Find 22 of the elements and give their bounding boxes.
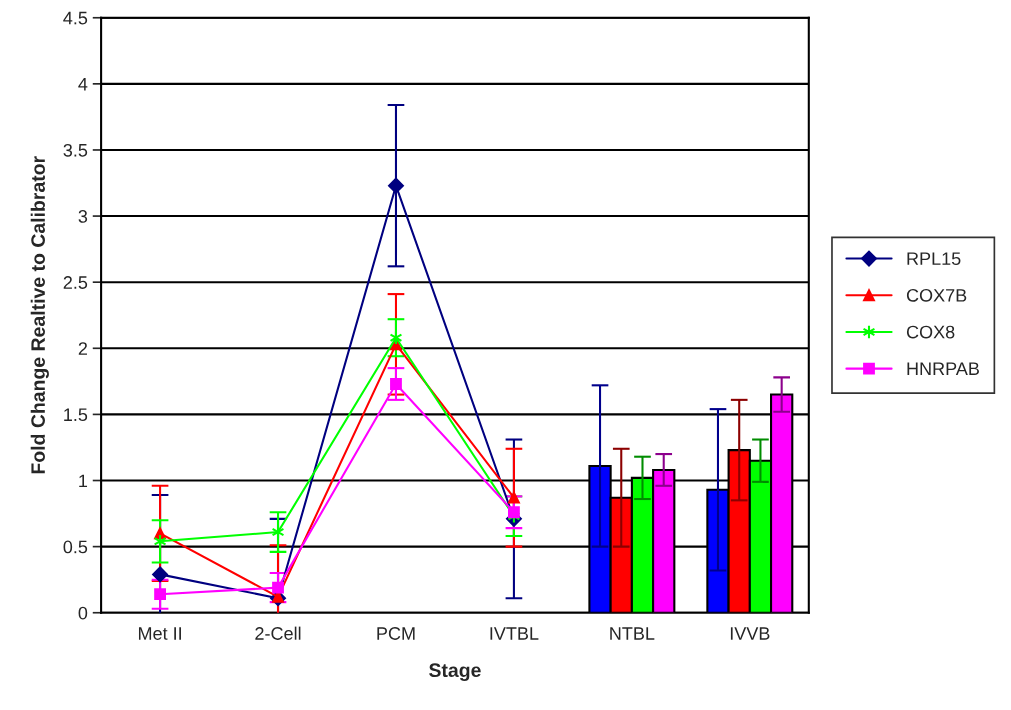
legend-label: COX7B [906, 288, 967, 302]
x-tick-label: Met II [138, 627, 181, 640]
x-tick-label: IVTBL [490, 627, 539, 640]
y-tick-label: 4 [78, 77, 88, 91]
x-axis-title: Stage [429, 663, 481, 682]
legend-label: HNRPAB [907, 362, 979, 375]
y-tick-label: 2 [78, 342, 87, 355]
y-tick-label: 3.5 [63, 143, 88, 157]
x-tick-label: NTBL [610, 627, 655, 640]
y-tick-label: 4.5 [63, 11, 88, 25]
y-axis-title: Fold Change Realtive to Calibrator [30, 156, 49, 474]
y-tick-label: 2.5 [63, 276, 88, 289]
y-tick-label: 0 [78, 606, 88, 620]
legend-label: COX8 [906, 325, 955, 339]
y-tick-label: 1 [79, 474, 88, 488]
x-tick-label: 2-Cell [255, 626, 301, 640]
x-tick-label: PCM [377, 627, 415, 640]
x-tick-label: IVVB [730, 627, 770, 640]
legend-label: RPL15 [907, 252, 961, 266]
y-tick-label: 3 [78, 210, 88, 223]
y-tick-label: 0.5 [63, 540, 88, 554]
y-tick-label: 1.5 [64, 408, 88, 422]
